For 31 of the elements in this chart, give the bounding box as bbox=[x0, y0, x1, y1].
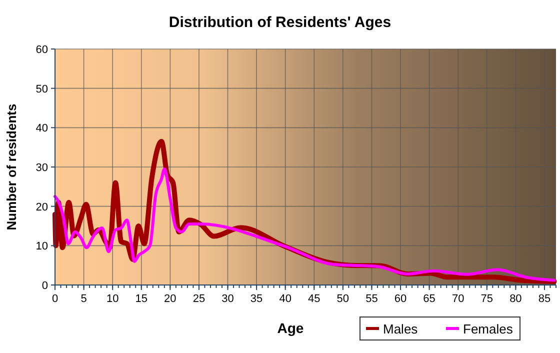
legend-label: Males bbox=[383, 322, 418, 336]
y-axis-title: Number of residents bbox=[4, 104, 19, 230]
legend-label: Females bbox=[463, 322, 514, 336]
x-tick-label: 40 bbox=[279, 293, 292, 305]
y-tick-label: 50 bbox=[36, 83, 48, 96]
y-tick-label: 40 bbox=[36, 122, 48, 135]
x-tick-label: 60 bbox=[394, 293, 407, 305]
x-tick-label: 10 bbox=[106, 293, 119, 305]
x-tick-label: 45 bbox=[308, 293, 320, 305]
x-tick-label: 30 bbox=[222, 293, 234, 305]
x-tick-label: 65 bbox=[423, 293, 436, 305]
chart-title: Distribution of Residents' Ages bbox=[168, 14, 392, 31]
x-tick-label: 55 bbox=[366, 293, 378, 305]
y-tick-label: 60 bbox=[36, 44, 48, 56]
x-tick-label: 85 bbox=[538, 293, 551, 305]
x-tick-label: 35 bbox=[250, 293, 263, 305]
line-series bbox=[54, 167, 556, 282]
x-tick-label: 5 bbox=[80, 293, 87, 305]
y-tick-label: 0 bbox=[42, 280, 48, 292]
x-tick-label: 50 bbox=[336, 293, 350, 305]
x-tick-label: 80 bbox=[510, 293, 522, 305]
x-tick-label: 25 bbox=[192, 293, 206, 305]
x-tick-label: 70 bbox=[452, 293, 464, 305]
x-tick-label: 0 bbox=[52, 293, 58, 305]
x-tick-label: 20 bbox=[164, 293, 176, 305]
y-tick-label: 20 bbox=[36, 201, 48, 214]
x-tick-label: 75 bbox=[480, 293, 494, 305]
y-tick-label: 30 bbox=[36, 162, 48, 174]
x-tick-label: 15 bbox=[135, 293, 148, 305]
x-axis-title: Age bbox=[277, 320, 304, 336]
y-tick-label: 10 bbox=[36, 240, 48, 253]
